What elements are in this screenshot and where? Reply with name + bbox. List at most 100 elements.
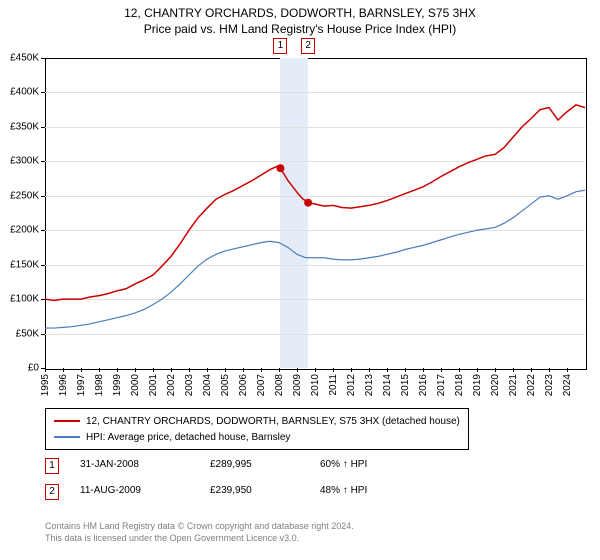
ytick xyxy=(41,161,45,162)
footer-line2: This data is licensed under the Open Gov… xyxy=(45,532,354,544)
xtick-label: 2024 xyxy=(562,374,573,396)
xtick xyxy=(81,368,82,372)
ytick-label: £300K xyxy=(0,156,39,167)
ytick xyxy=(41,58,45,59)
xtick xyxy=(459,368,460,372)
ytick xyxy=(41,299,45,300)
xtick-label: 2012 xyxy=(346,374,357,396)
event-row-2: 11-AUG-2009£239,95048% ↑ HPI xyxy=(80,485,420,496)
xtick-label: 2008 xyxy=(274,374,285,396)
marker-badge-2: 2 xyxy=(301,38,315,54)
event-price: £289,995 xyxy=(210,459,320,470)
ytick-label: £250K xyxy=(0,190,39,201)
xtick xyxy=(423,368,424,372)
xtick xyxy=(225,368,226,372)
xtick-label: 2014 xyxy=(382,374,393,396)
xtick-label: 2011 xyxy=(328,374,339,396)
plot-border xyxy=(45,58,587,370)
event-price: £239,950 xyxy=(210,485,320,496)
marker-badge-1: 1 xyxy=(273,38,287,54)
legend-row-property: 12, CHANTRY ORCHARDS, DODWORTH, BARNSLEY… xyxy=(54,413,460,429)
ytick-label: £50K xyxy=(0,328,39,339)
legend-line-hpi xyxy=(54,436,80,438)
xtick xyxy=(99,368,100,372)
ytick-label: £150K xyxy=(0,259,39,270)
xtick xyxy=(171,368,172,372)
ytick xyxy=(41,265,45,266)
xtick xyxy=(135,368,136,372)
xtick-label: 1997 xyxy=(76,374,87,396)
xtick-label: 2019 xyxy=(472,374,483,396)
xtick xyxy=(189,368,190,372)
xtick-label: 2002 xyxy=(166,374,177,396)
event-row-1: 31-JAN-2008£289,99560% ↑ HPI xyxy=(80,459,420,470)
xtick xyxy=(279,368,280,372)
event-date: 31-JAN-2008 xyxy=(80,459,210,470)
footer: Contains HM Land Registry data © Crown c… xyxy=(45,520,354,544)
event-pct: 48% ↑ HPI xyxy=(320,485,420,496)
legend-label-property: 12, CHANTRY ORCHARDS, DODWORTH, BARNSLEY… xyxy=(86,416,460,427)
xtick xyxy=(495,368,496,372)
legend-row-hpi: HPI: Average price, detached house, Barn… xyxy=(54,429,460,445)
xtick-label: 2015 xyxy=(400,374,411,396)
xtick xyxy=(441,368,442,372)
title-block: 12, CHANTRY ORCHARDS, DODWORTH, BARNSLEY… xyxy=(0,0,600,37)
xtick xyxy=(513,368,514,372)
event-date: 11-AUG-2009 xyxy=(80,485,210,496)
xtick-label: 1999 xyxy=(112,374,123,396)
xtick-label: 2004 xyxy=(202,374,213,396)
xtick-label: 2003 xyxy=(184,374,195,396)
event-pct: 60% ↑ HPI xyxy=(320,459,420,470)
xtick-label: 2020 xyxy=(490,374,501,396)
xtick-label: 2023 xyxy=(544,374,555,396)
event-badge-1: 1 xyxy=(45,458,59,474)
xtick xyxy=(297,368,298,372)
legend-label-hpi: HPI: Average price, detached house, Barn… xyxy=(86,432,290,443)
gridline xyxy=(45,127,585,128)
legend-box: 12, CHANTRY ORCHARDS, DODWORTH, BARNSLEY… xyxy=(45,408,469,450)
xtick xyxy=(549,368,550,372)
ytick-label: £400K xyxy=(0,87,39,98)
xtick xyxy=(369,368,370,372)
xtick xyxy=(315,368,316,372)
xtick xyxy=(351,368,352,372)
xtick xyxy=(117,368,118,372)
xtick xyxy=(261,368,262,372)
xtick xyxy=(243,368,244,372)
gridline xyxy=(45,161,585,162)
xtick xyxy=(333,368,334,372)
xtick-label: 2006 xyxy=(238,374,249,396)
xtick-label: 2022 xyxy=(526,374,537,396)
xtick-label: 2001 xyxy=(148,374,159,396)
xtick-label: 2017 xyxy=(436,374,447,396)
gridline xyxy=(45,265,585,266)
event-badge-2: 2 xyxy=(45,484,59,500)
xtick xyxy=(387,368,388,372)
xtick-label: 2013 xyxy=(364,374,375,396)
xtick-label: 2000 xyxy=(130,374,141,396)
ytick-label: £200K xyxy=(0,225,39,236)
xtick xyxy=(207,368,208,372)
ytick-label: £450K xyxy=(0,53,39,64)
ytick-label: £0 xyxy=(0,363,39,374)
gridline xyxy=(45,334,585,335)
xtick-label: 1995 xyxy=(40,374,51,396)
gridline xyxy=(45,92,585,93)
ytick-label: £100K xyxy=(0,294,39,305)
gridline xyxy=(45,299,585,300)
xtick-label: 1998 xyxy=(94,374,105,396)
ytick xyxy=(41,92,45,93)
ytick-label: £350K xyxy=(0,121,39,132)
legend-line-property xyxy=(54,420,80,422)
xtick xyxy=(45,368,46,372)
ytick xyxy=(41,196,45,197)
gridline xyxy=(45,196,585,197)
xtick-label: 2005 xyxy=(220,374,231,396)
xtick-label: 2018 xyxy=(454,374,465,396)
xtick-label: 2021 xyxy=(508,374,519,396)
highlight-band xyxy=(280,58,308,368)
xtick xyxy=(477,368,478,372)
title-subtitle: Price paid vs. HM Land Registry's House … xyxy=(0,21,600,37)
xtick-label: 2007 xyxy=(256,374,267,396)
xtick-label: 1996 xyxy=(58,374,69,396)
